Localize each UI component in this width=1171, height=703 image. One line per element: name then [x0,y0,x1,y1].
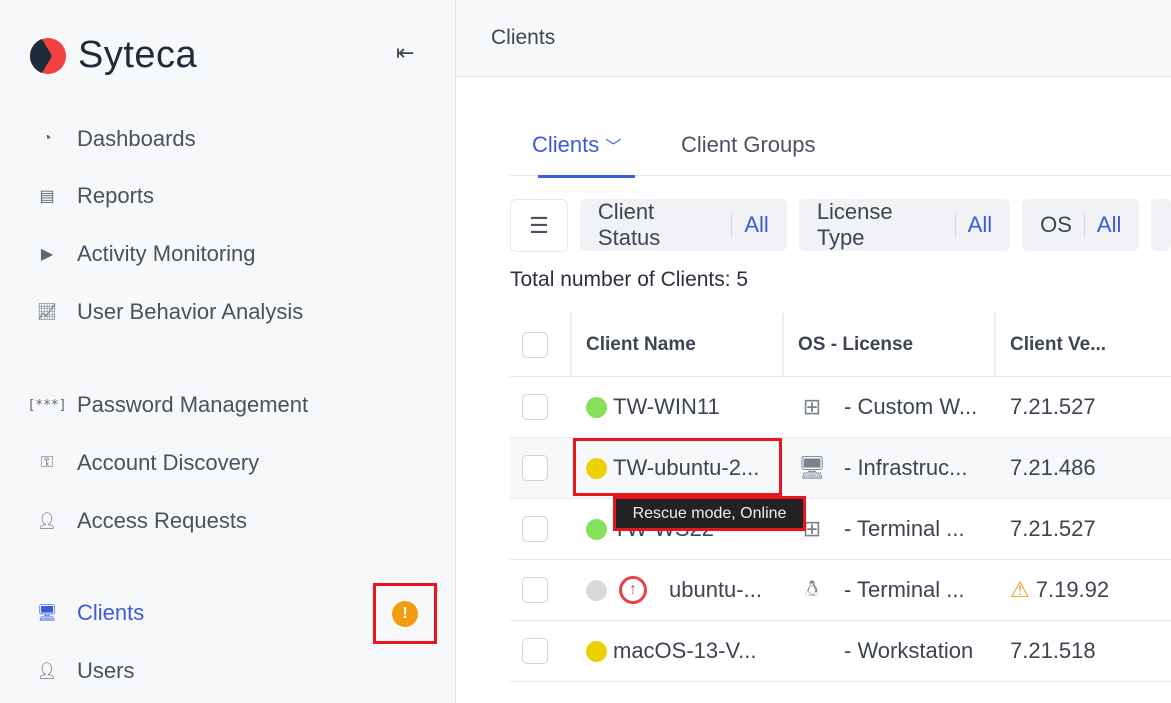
filter-value: All [1083,212,1121,238]
page-title: Clients [491,26,556,49]
monitor-icon: 🖥︎ [36,605,58,622]
collapse-sidebar-icon[interactable]: ⇤ [396,40,415,65]
windows-icon: ⊞ [802,394,822,419]
client-version: 7.19.92 [1035,577,1110,602]
client-version: 7.21.518 [1010,638,1096,663]
warning-icon: ! [392,600,418,627]
sidebar-item-label: Activity Monitoring [77,241,256,266]
license: - Custom W... [844,394,978,419]
license: - Terminal ... [844,577,965,602]
sidebar-item-label: Password Management [77,392,309,417]
column-list-button[interactable]: ☰ [510,199,568,252]
logo[interactable]: Syteca [28,34,197,77]
tab-client-groups[interactable]: Client Groups [681,132,816,157]
column-os-license[interactable]: OS - License [784,313,996,376]
sidebar-item-access-requests[interactable]: 👤︎ Access Requests [30,508,247,534]
trend-chart-icon: 📈︎ [36,304,58,321]
client-name[interactable]: TW-ubuntu-2... [613,455,760,480]
license: - Terminal ... [844,516,965,541]
filter-client-status[interactable]: Client Status All [579,199,787,251]
column-client-version[interactable]: Client Ve... [1010,333,1107,355]
filter-license-type[interactable]: License Type All [798,199,1011,251]
play-icon: ▶ [40,246,54,263]
windows-icon: ⊞ [802,516,822,541]
tab-label: Clients [532,132,600,157]
tabs: Clients ﹀ Client Groups [510,120,1171,178]
table-row[interactable]: macOS-13-V... - Workstation 7.21.518 [510,621,1171,682]
row-checkbox[interactable] [522,455,548,481]
row-checkbox[interactable] [522,638,548,664]
status-online-icon [586,396,607,418]
table-row[interactable]: ↑ ubuntu-... 🐧︎ - Terminal ... ⚠ 7.19.92 [510,560,1171,621]
table-header: Client Name OS - License Client Ve... [510,313,1171,377]
syteca-logo-icon [29,37,66,74]
clients-warning-badge[interactable]: ! [373,583,437,644]
sidebar-item-user-behavior-analysis[interactable]: 📈︎ User Behavior Analysis [30,299,303,325]
status-tooltip: Rescue mode, Online [613,496,806,531]
filter-value: All [731,212,769,238]
table-row[interactable]: TW-WIN11 ⊞ - Custom W... 7.21.527 [510,377,1171,438]
status-online-icon [586,518,607,540]
client-version: 7.21.527 [1010,516,1096,541]
page-header: Clients [456,0,1171,77]
linux-icon: 🐧︎ [805,575,819,601]
select-all-checkbox[interactable] [522,331,548,358]
total-clients: Total number of Clients: 5 [510,268,749,291]
row-checkbox[interactable] [522,394,548,420]
user-request-icon: 👤︎ [36,513,58,530]
highlight-box [573,438,782,496]
sidebar-item-label: User Behavior Analysis [77,299,304,324]
key-icon: ⚿ [40,454,54,471]
sidebar-item-label: Reports [77,183,155,208]
license: - Workstation [844,638,974,663]
brand-name: Syteca [78,34,198,76]
sidebar-item-label: Account Discovery [77,450,260,475]
column-client-name[interactable]: Client Name [572,313,784,376]
filter-label: License Type [816,199,893,250]
client-version: 7.21.527 [1010,394,1096,419]
sidebar-item-password-management[interactable]: [***] Password Management [27,392,309,418]
linux-monitor-icon: 🖥︎ [798,455,826,480]
filter-value: All [954,212,992,238]
sidebar-item-activity-monitoring[interactable]: ▶ Activity Monitoring [30,241,256,267]
user-icon: 👤︎ [36,663,58,680]
clients-table: Client Name OS - License Client Ve... TW… [510,313,1171,682]
client-name[interactable]: ubuntu-... [669,577,762,602]
password-icon: [***] [27,397,67,413]
status-rescue-icon [586,640,607,662]
sidebar-item-reports[interactable]: ▤ Reports [30,183,154,209]
pie-chart-icon: ◔ [42,130,52,147]
update-arrow-icon: ↑ [619,576,647,604]
sidebar-item-label: Access Requests [77,508,247,533]
filter-more[interactable] [1151,199,1171,251]
row-checkbox[interactable] [522,577,548,603]
status-offline-icon [586,579,607,601]
client-name[interactable]: TW-WIN11 [613,394,720,419]
filter-bar: ☰ Client Status All License Type All OS All [510,199,1171,252]
filter-label: OS [1040,212,1072,237]
sidebar-item-clients[interactable]: 🖥︎ Clients [30,600,144,626]
filter-label: Client Status [597,199,661,250]
sidebar-item-dashboards[interactable]: ◔ Dashboards [30,126,196,152]
status-rescue-icon[interactable] [586,457,607,479]
document-icon: ▤ [39,188,55,205]
sidebar-item-account-discovery[interactable]: ⚿ Account Discovery [30,450,259,476]
row-checkbox[interactable] [522,516,548,542]
sidebar-item-label: Dashboards [77,126,196,151]
warning-triangle-icon: ⚠ [1010,577,1030,602]
table-row[interactable]: TW-ubuntu-2... 🖥︎ - Infrastruc... 7.21.48… [510,438,1171,499]
chevron-down-icon: ﹀ [605,139,622,156]
sidebar-item-users[interactable]: 👤︎ Users [30,658,135,684]
table-row[interactable]: TW-WS22 ⊞- Terminal ... 7.21.527 [510,499,1171,560]
license: - Infrastruc... [844,455,968,480]
sidebar-item-label: Clients [77,600,145,625]
sidebar-item-label: Users [77,658,135,683]
client-version: 7.21.486 [1010,455,1096,480]
filter-os[interactable]: OS All [1022,199,1140,251]
sidebar: Syteca ⇤ ◔ Dashboards ▤ Reports ▶ Activity … [0,0,456,703]
tab-clients[interactable]: Clients ﹀ [532,132,636,178]
list-icon: ☰ [529,212,549,238]
client-name[interactable]: macOS-13-V... [613,638,757,663]
